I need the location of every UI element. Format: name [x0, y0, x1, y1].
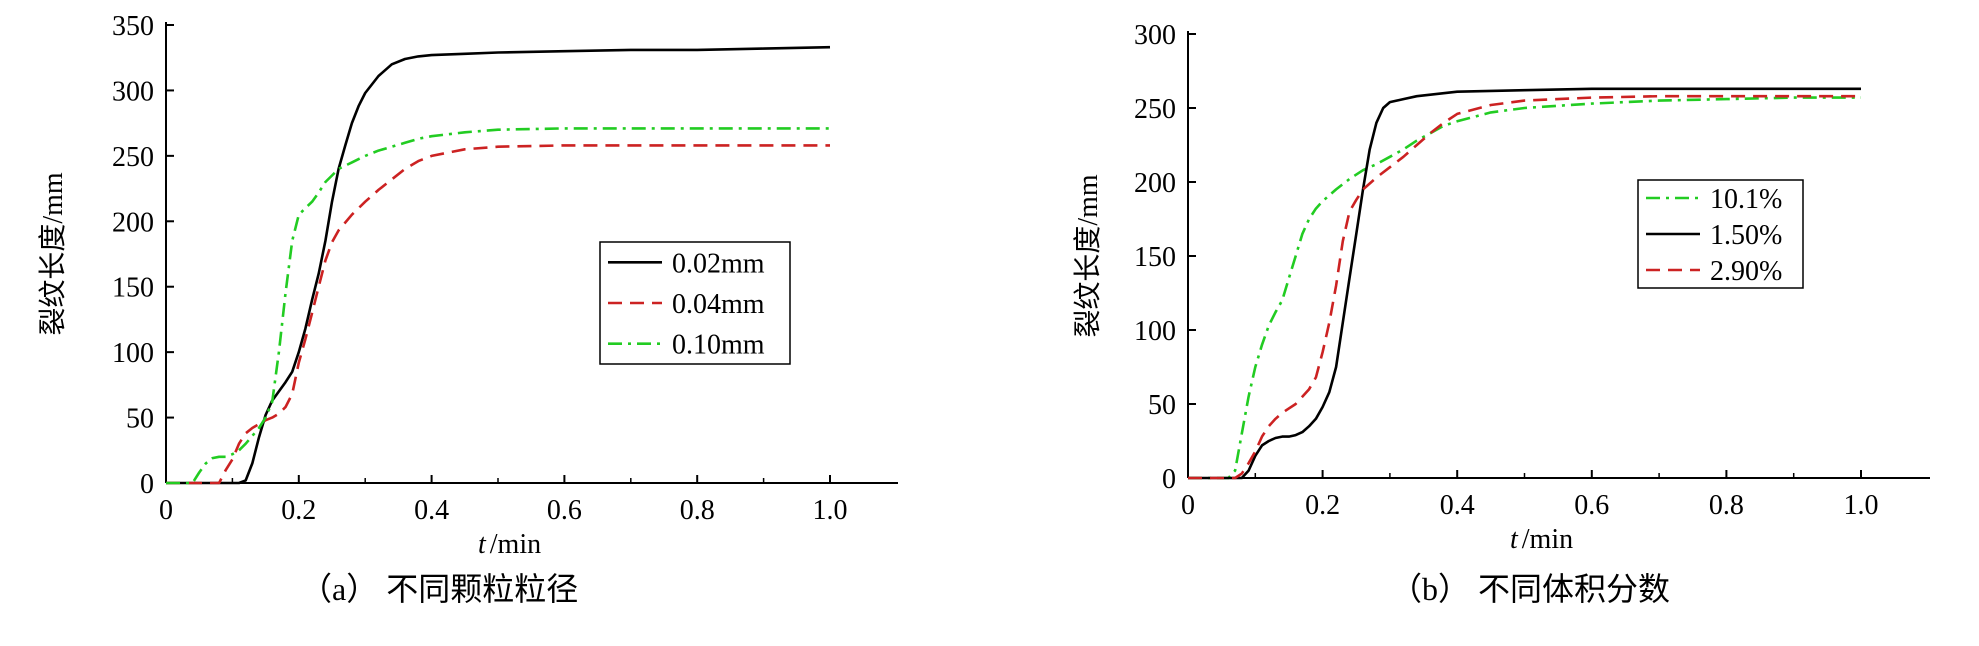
chart-caption: （a） 不同颗粒粒径 [300, 571, 578, 607]
y-axis-title: 裂纹长度/mm [1072, 174, 1104, 338]
y-tick-label: 100 [1134, 316, 1176, 347]
x-tick-label: 0.8 [680, 495, 715, 526]
series-line-0-10mm [166, 127, 830, 485]
y-tick-label: 150 [112, 273, 154, 304]
legend-label: 0.02mm [672, 248, 765, 279]
y-tick-label: 250 [1134, 94, 1176, 125]
legend-label: 0.04mm [672, 289, 765, 320]
chart-panel-b: 0 0.2 0.4 0.6 0.8 1.0 0 50 100 150 200 250 300 t/min 裂… [1060, 0, 1979, 646]
legend-label: 10.1% [1710, 184, 1782, 215]
y-tick-label: 0 [1162, 464, 1176, 495]
y-tick-label: 200 [112, 207, 154, 238]
y-tick-label: 150 [1134, 242, 1176, 273]
x-tick-label: 0.4 [414, 495, 449, 526]
x-axis-title: t/min [1510, 524, 1573, 555]
legend-label: 1.50% [1710, 220, 1782, 251]
x-tick-label: 0 [159, 495, 173, 526]
y-tick-label: 300 [1134, 20, 1176, 51]
x-tick-label: 0.6 [547, 495, 582, 526]
y-tick-label: 300 [112, 76, 154, 107]
x-tick-label: 0.2 [1305, 490, 1340, 521]
series-line-0-04mm [166, 144, 830, 485]
x-axis-variable: t [1510, 524, 1519, 555]
y-axis-title: 裂纹长度/mm [37, 172, 69, 336]
x-tick-label: 0.8 [1709, 490, 1744, 521]
x-tick-label: 0.6 [1574, 490, 1609, 521]
y-tick-label: 50 [126, 404, 154, 435]
legend-label: 0.10mm [672, 330, 765, 361]
chart-panel-a: 0 0.2 0.4 0.6 0.8 1.0 0 50 100 150 200 250 300 350 t/m… [37, 11, 898, 607]
series-line-10-1- [1188, 96, 1861, 480]
y-tick-label: 250 [112, 142, 154, 173]
x-axis-variable: t [478, 529, 487, 560]
y-tick-label: 200 [1134, 168, 1176, 199]
x-tick-label: 1.0 [1844, 490, 1879, 521]
chart-caption: （b） 不同体积分数 [1390, 571, 1670, 607]
y-tick-label: 0 [140, 469, 154, 500]
x-axis-title: t/min [478, 529, 541, 560]
series-line-1-50- [1188, 87, 1861, 480]
chart-a: 0 0.2 0.4 0.6 0.8 1.0 0 50 100 150 200 250 300 350 t/m… [37, 11, 898, 607]
x-tick-label: 0 [1181, 490, 1195, 521]
y-tick-label: 350 [112, 11, 154, 42]
x-axis-unit: /min [490, 529, 541, 560]
x-tick-label: 0.2 [281, 495, 316, 526]
x-tick-label: 1.0 [813, 495, 848, 526]
series-line-2-90- [1188, 94, 1861, 480]
legend-label: 2.90% [1710, 256, 1782, 287]
x-tick-label: 0.4 [1440, 490, 1475, 521]
x-axis-unit: /min [1522, 524, 1573, 555]
y-tick-label: 50 [1148, 390, 1176, 421]
chart-b: 0 0.2 0.4 0.6 0.8 1.0 0 50 100 150 200 250 300 t/min 裂… [1072, 20, 1930, 607]
y-tick-label: 100 [112, 338, 154, 369]
